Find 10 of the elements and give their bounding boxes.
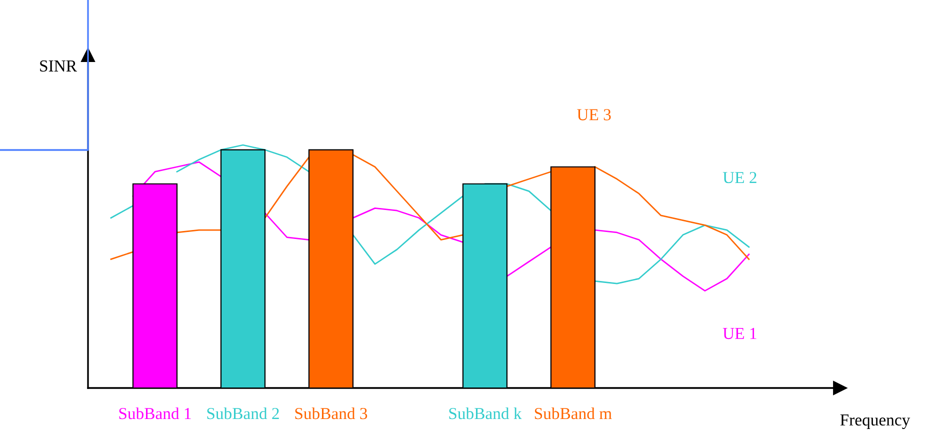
x-axis-title: Frequency	[840, 414, 910, 429]
x-tick-label: SubBand 1	[119, 407, 191, 420]
x-tick-label: SubBand 3	[295, 407, 368, 420]
x-tick-label: SubBand m	[534, 407, 612, 420]
y-axis-title: SINR	[40, 60, 77, 72]
x-tick-label: SubBand 2	[207, 407, 279, 420]
x-tick-label: SubBand k	[449, 407, 522, 420]
text: UE 1	[722, 328, 756, 340]
text: UE 2	[722, 172, 756, 184]
text: UE 3	[577, 109, 611, 120]
